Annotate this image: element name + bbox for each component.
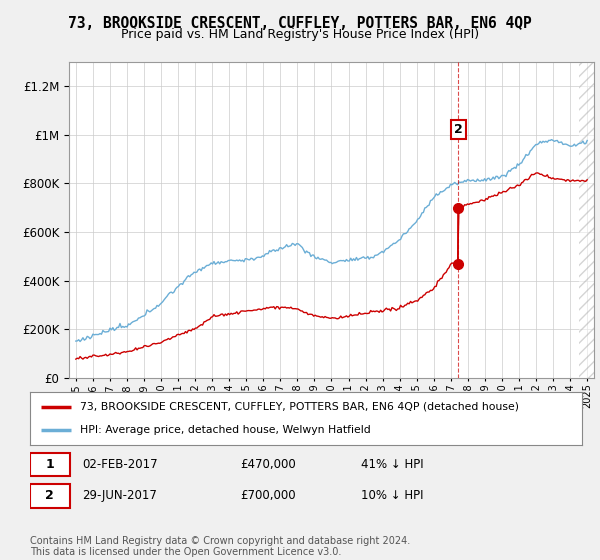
- Text: 1: 1: [46, 458, 54, 471]
- Text: Price paid vs. HM Land Registry's House Price Index (HPI): Price paid vs. HM Land Registry's House …: [121, 28, 479, 41]
- Text: 73, BROOKSIDE CRESCENT, CUFFLEY, POTTERS BAR, EN6 4QP: 73, BROOKSIDE CRESCENT, CUFFLEY, POTTERS…: [68, 16, 532, 31]
- Text: Contains HM Land Registry data © Crown copyright and database right 2024.
This d: Contains HM Land Registry data © Crown c…: [30, 535, 410, 557]
- FancyBboxPatch shape: [30, 452, 70, 477]
- Text: 73, BROOKSIDE CRESCENT, CUFFLEY, POTTERS BAR, EN6 4QP (detached house): 73, BROOKSIDE CRESCENT, CUFFLEY, POTTERS…: [80, 402, 518, 412]
- Text: £700,000: £700,000: [240, 489, 295, 502]
- Text: £470,000: £470,000: [240, 458, 296, 471]
- Text: 2: 2: [454, 123, 463, 136]
- Bar: [578, 62, 600, 378]
- Text: 02-FEB-2017: 02-FEB-2017: [82, 458, 158, 471]
- Text: 41% ↓ HPI: 41% ↓ HPI: [361, 458, 424, 471]
- Text: 29-JUN-2017: 29-JUN-2017: [82, 489, 157, 502]
- Text: 2: 2: [46, 489, 54, 502]
- Text: HPI: Average price, detached house, Welwyn Hatfield: HPI: Average price, detached house, Welw…: [80, 425, 370, 435]
- Bar: [578, 62, 600, 378]
- Text: 10% ↓ HPI: 10% ↓ HPI: [361, 489, 424, 502]
- FancyBboxPatch shape: [30, 484, 70, 508]
